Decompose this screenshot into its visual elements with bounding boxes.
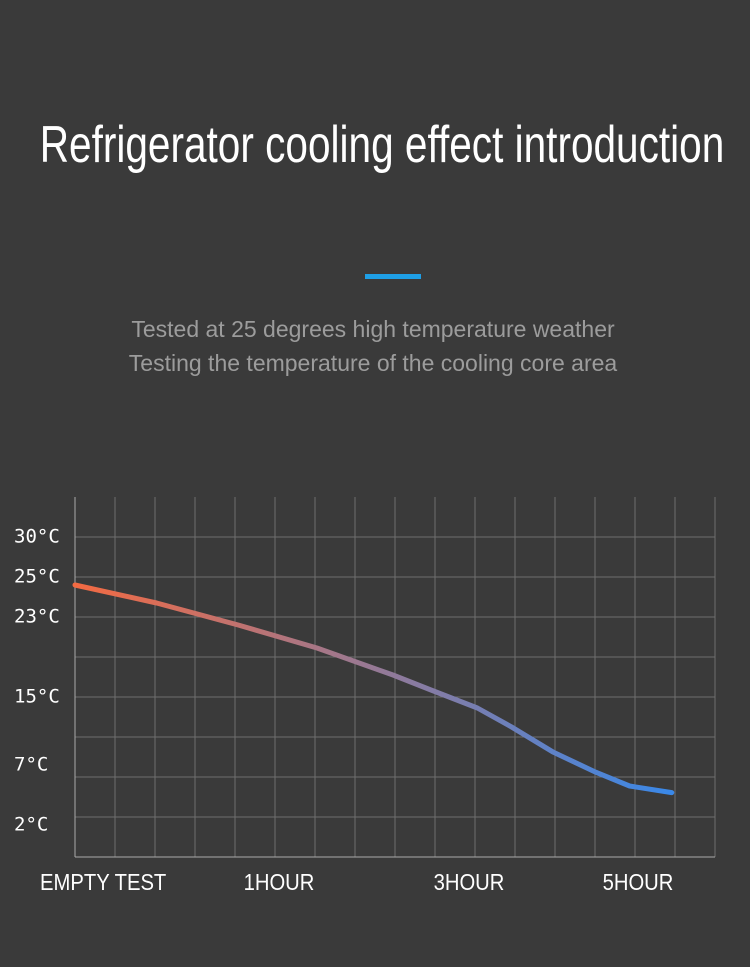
x-tick-label: 3HOUR xyxy=(434,869,505,896)
x-tick-label: 5HOUR xyxy=(603,869,674,896)
y-tick-label: 15°C xyxy=(14,686,60,708)
accent-bar xyxy=(365,274,421,279)
plot: 30°C 25°C 23°C 15°C 7°C 2°C EMPTY TEST 1HOUR 3HO… xyxy=(14,497,716,896)
subtitle: Testing the temperature of the cooling c… xyxy=(129,350,618,376)
y-tick-label: 23°C xyxy=(14,606,60,628)
y-tick-label: 25°C xyxy=(14,566,60,588)
y-tick-label: 2°C xyxy=(14,814,48,836)
y-tick-label: 30°C xyxy=(14,526,60,548)
temperature-line xyxy=(72,582,675,796)
subtitle: Tested at 25 degrees high temperature we… xyxy=(131,316,615,342)
x-tick-label: 1HOUR xyxy=(244,869,315,896)
y-tick-label: 7°C xyxy=(14,754,48,776)
chart-title: Refrigerator cooling effect introduction xyxy=(40,115,725,173)
x-tick-label: EMPTY TEST xyxy=(40,869,166,896)
